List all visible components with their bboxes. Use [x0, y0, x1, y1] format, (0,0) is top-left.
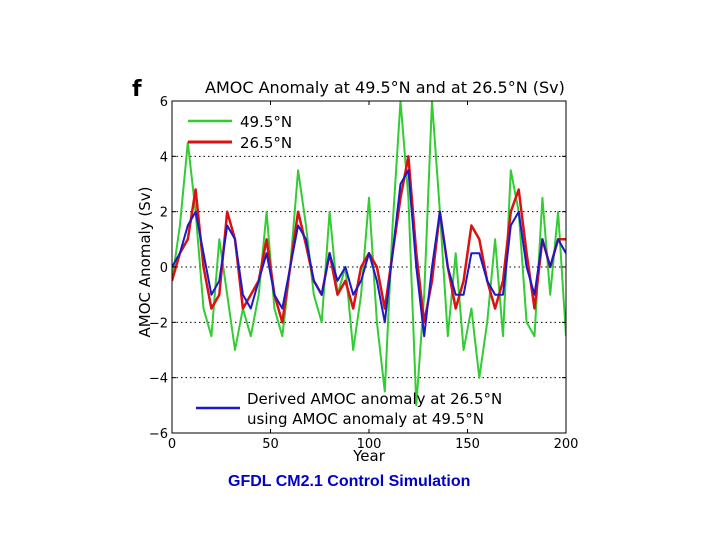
y-tick-label: −2	[149, 316, 168, 331]
series-line-blue	[172, 169, 566, 338]
panel-label: f	[132, 77, 142, 102]
legend-top: 49.5°N 26.5°N	[188, 113, 292, 152]
series-line-red	[172, 155, 566, 324]
legend-label-red: 26.5°N	[240, 134, 292, 152]
y-tick-label: 4	[160, 150, 168, 165]
x-tick-label: 100	[357, 437, 382, 452]
legend-bottom: Derived AMOC anomaly at 26.5°N using AMO…	[196, 390, 502, 428]
x-axis-label: Year	[352, 447, 386, 465]
series-line-green	[172, 101, 566, 407]
y-axis-label: AMOC Anomaly (Sv)	[136, 187, 154, 338]
legend-label-blue-line1: Derived AMOC anomaly at 26.5°N	[247, 390, 502, 408]
series-lines	[172, 101, 566, 407]
y-tick-label: 6	[160, 95, 168, 110]
y-tick-label: 0	[160, 261, 168, 276]
x-tick-label: 0	[168, 437, 176, 452]
x-tick-label: 50	[262, 437, 279, 452]
y-tick-label: −6	[149, 427, 168, 442]
x-tick-label: 150	[455, 437, 480, 452]
axis-ticks: −6 −4 −2 0 2 4 6 0 50 100 150 200	[149, 95, 579, 452]
y-tick-label: 2	[160, 206, 168, 221]
chart-title: AMOC Anomaly at 49.5°N and at 26.5°N (Sv…	[205, 78, 565, 97]
y-tick-label: −4	[149, 372, 168, 387]
legend-label-green: 49.5°N	[240, 113, 292, 131]
x-tick-label: 200	[554, 437, 579, 452]
figure-caption: GFDL CM2.1 Control Simulation	[228, 473, 471, 490]
legend-label-blue-line2: using AMOC anomaly at 49.5°N	[247, 410, 484, 428]
